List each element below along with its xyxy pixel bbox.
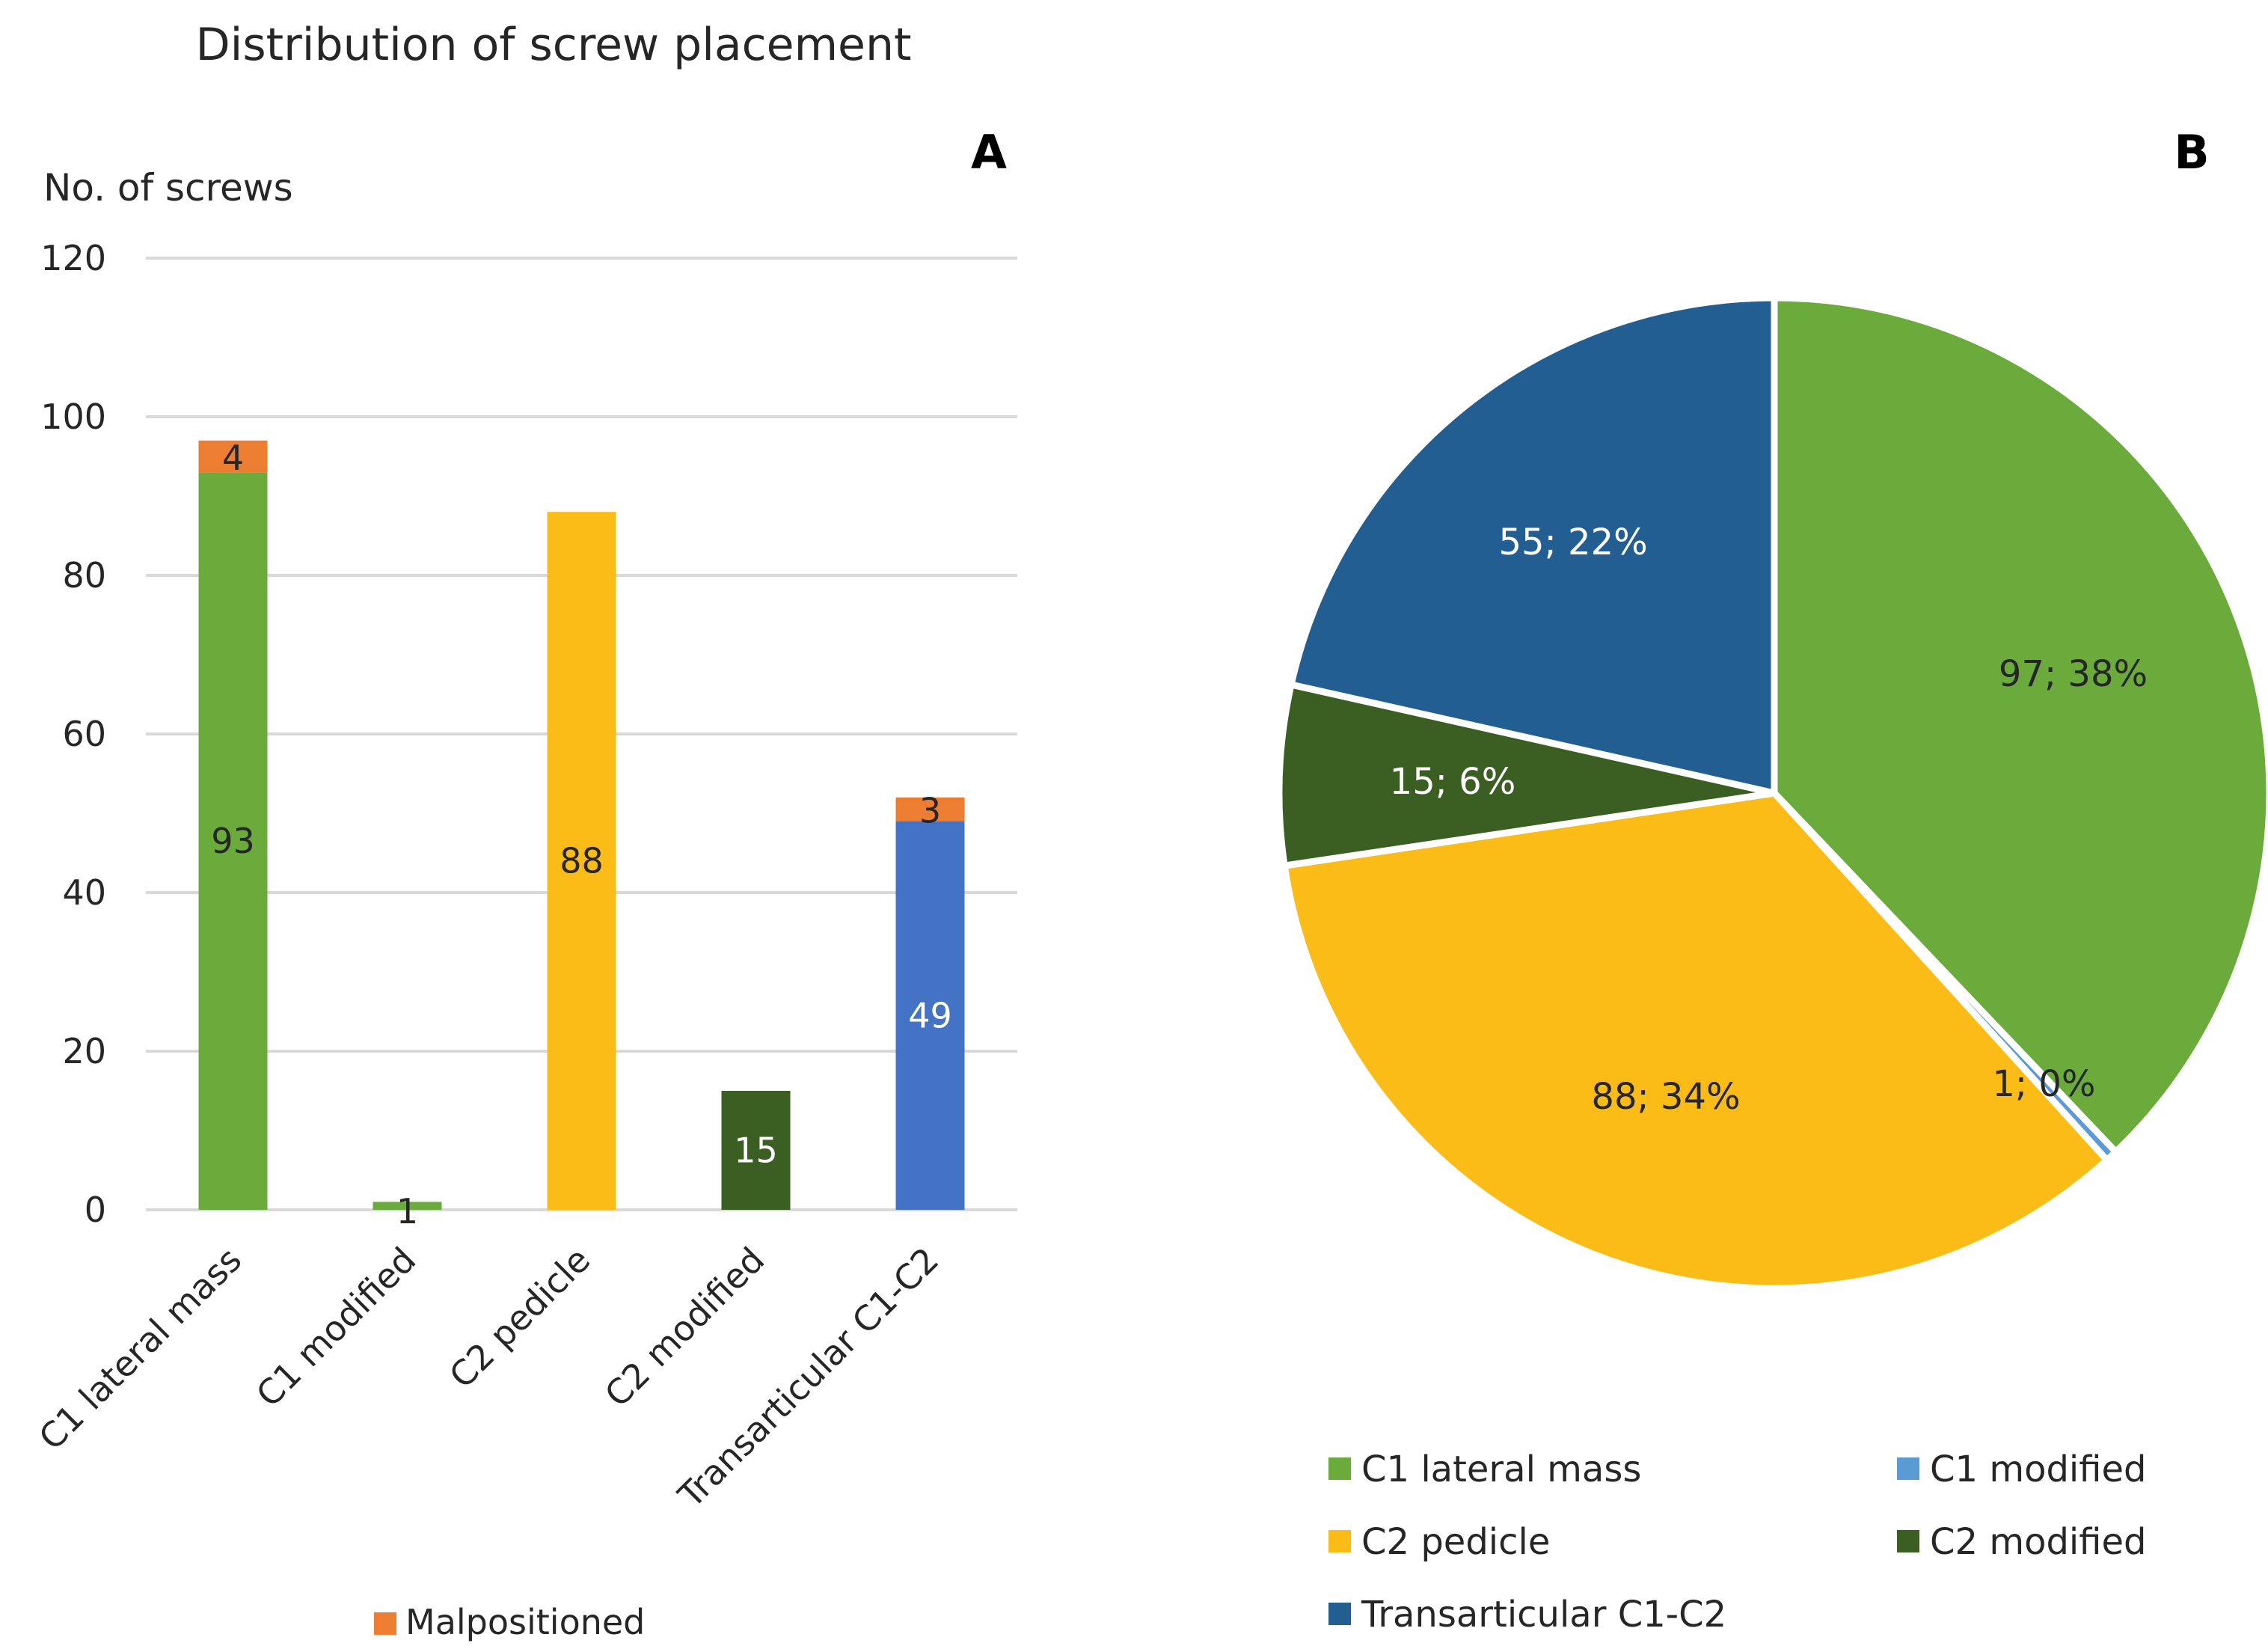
pie-data-labels: 97; 38% 1; 0% 88; 34% 15; 6% 55; 22% bbox=[1390, 521, 2148, 1118]
y-tick-label: 100 bbox=[40, 397, 106, 437]
bar-value-label-c1-lateral-mass: 93 bbox=[211, 821, 255, 861]
pie-data-label-c2-pedicle: 88; 34% bbox=[1591, 1076, 1740, 1118]
legend-swatch-transarticular-c1-c2 bbox=[1328, 1603, 1351, 1625]
bar-malpositioned-transarticular-c1-c2 bbox=[895, 797, 965, 822]
y-tick-label: 80 bbox=[62, 555, 106, 596]
legend-swatch-c1-lateral-mass bbox=[1328, 1457, 1351, 1480]
pie-slice-c1-lateral-mass bbox=[1771, 294, 2268, 1155]
y-axis-title: No. of screws bbox=[43, 166, 293, 209]
pie-data-label-transarticular-c1-c2: 55; 22% bbox=[1499, 521, 1648, 563]
pie-data-label-c2-modified: 15; 6% bbox=[1390, 761, 1516, 803]
legend-label-malpositioned: Malpositioned bbox=[405, 1602, 645, 1642]
pie-data-label-c1-lateral-mass: 97; 38% bbox=[1999, 653, 2148, 695]
legend-label-c1-lateral-mass: C1 lateral mass bbox=[1361, 1448, 1641, 1490]
legend-swatch-malpositioned bbox=[374, 1612, 396, 1635]
bar-transarticular-c1-c2 bbox=[895, 821, 965, 1210]
pie-data-label-c1-modified: 1; 0% bbox=[1992, 1063, 2095, 1105]
legend-label-c1-modified: C1 modified bbox=[1930, 1448, 2146, 1490]
bar-bars: 93 4 1 88 15 49 3 bbox=[198, 438, 965, 1232]
pie-legend: C1 lateral mass C1 modified C2 pedicle C2 m… bbox=[1328, 1448, 2146, 1636]
y-tick-label: 0 bbox=[85, 1190, 106, 1230]
legend-swatch-c2-modified bbox=[1897, 1530, 1919, 1552]
y-tick-label: 20 bbox=[62, 1031, 106, 1071]
legend-swatch-c2-pedicle bbox=[1328, 1530, 1351, 1552]
bar-value-label-c2-pedicle: 88 bbox=[560, 841, 604, 881]
bar-c2-pedicle bbox=[547, 512, 616, 1210]
bar-malpositioned-label-c1-lateral-mass: 4 bbox=[222, 438, 244, 478]
x-tick-label-c2-modified: C2 modified bbox=[597, 1240, 772, 1415]
panel-a-label: A bbox=[971, 125, 1007, 180]
pie-slice-c2-pedicle bbox=[1281, 789, 2111, 1292]
legend-label-c2-modified: C2 modified bbox=[1930, 1521, 2146, 1563]
bar-c1-modified bbox=[373, 1202, 442, 1210]
bar-legend: Malpositioned bbox=[374, 1602, 645, 1642]
bar-c2-modified bbox=[721, 1091, 791, 1210]
legend-swatch-c1-modified bbox=[1897, 1457, 1919, 1480]
x-tick-label-c2-pedicle: C2 pedicle bbox=[441, 1240, 598, 1396]
bar-malpositioned-c1-lateral-mass bbox=[198, 440, 268, 473]
pie-slice-transarticular-c1-c2 bbox=[1287, 294, 1778, 797]
bar-value-label-c2-modified: 15 bbox=[734, 1131, 778, 1171]
bar-y-tick-labels: 0 20 40 60 80 100 120 bbox=[40, 238, 106, 1230]
x-tick-label-c1-modified: C1 modified bbox=[248, 1240, 423, 1415]
bar-value-label-transarticular-c1-c2: 49 bbox=[908, 995, 952, 1035]
y-tick-label: 60 bbox=[62, 714, 106, 754]
pie-slice-c2-modified bbox=[1275, 681, 1778, 869]
y-tick-label: 40 bbox=[62, 872, 106, 913]
bar-malpositioned-label-transarticular-c1-c2: 3 bbox=[919, 791, 941, 831]
bar-c1-lateral-mass bbox=[198, 472, 268, 1210]
legend-label-transarticular-c1-c2: Transarticular C1-C2 bbox=[1361, 1594, 1726, 1636]
bar-value-label-c1-modified: 1 bbox=[396, 1191, 418, 1232]
x-tick-label-c1-lateral-mass: C1 lateral mass bbox=[31, 1240, 249, 1458]
y-tick-label: 120 bbox=[40, 238, 106, 278]
legend-label-c2-pedicle: C2 pedicle bbox=[1361, 1521, 1550, 1563]
figure-title: Distribution of screw placement bbox=[195, 19, 911, 71]
panel-b-label: B bbox=[2174, 125, 2209, 180]
pie-slices bbox=[1275, 294, 2268, 1292]
